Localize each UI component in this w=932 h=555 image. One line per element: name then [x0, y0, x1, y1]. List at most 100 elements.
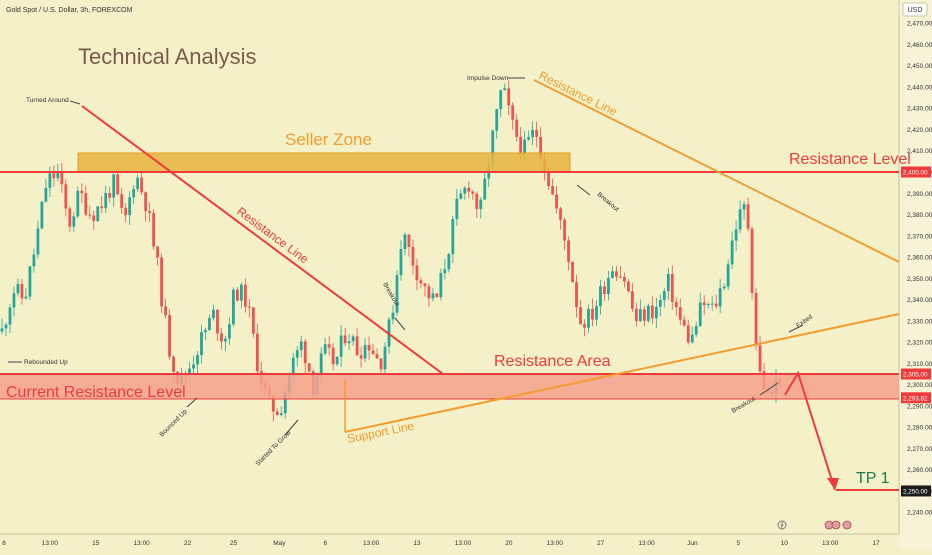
- candle-down: [630, 291, 634, 309]
- candle-down: [634, 308, 638, 322]
- price-tag-box: [901, 392, 931, 404]
- y-tick-label: 2,240.00: [907, 510, 932, 517]
- candle-down: [674, 301, 678, 308]
- candle-up: [463, 187, 467, 194]
- candle-down: [343, 335, 347, 344]
- current-resistance-level-label: Current Resistance Level: [6, 384, 186, 401]
- y-tick-label: 2,280.00: [907, 425, 932, 432]
- candle-up: [495, 109, 499, 131]
- candle-down: [124, 207, 128, 216]
- candle-up: [204, 330, 207, 333]
- candle-up: [451, 218, 455, 255]
- price-tag-label: 2,305.00: [903, 372, 928, 379]
- candle-up: [136, 177, 140, 190]
- x-tick-label: 13:00: [363, 540, 380, 547]
- candle-up: [599, 286, 602, 307]
- candle-up: [395, 275, 399, 313]
- candle-up: [595, 306, 598, 320]
- resistance-trendline-2: [533, 79, 900, 263]
- candle-up: [654, 306, 658, 319]
- candle-down: [571, 261, 574, 283]
- x-tick-label: 25: [230, 540, 238, 547]
- lightning-icon[interactable]: [777, 520, 787, 530]
- y-tick-label: 2,360.00: [907, 255, 932, 262]
- candle-up: [447, 254, 451, 270]
- candle-up: [40, 201, 44, 229]
- lightning-icon-bolt: [780, 521, 784, 529]
- y-tick-label: 2,370.00: [907, 233, 932, 240]
- price-tag-label: 2,293.82: [903, 395, 928, 402]
- candle-down: [650, 305, 654, 319]
- candle-down: [475, 193, 479, 210]
- candle-down: [583, 324, 586, 328]
- currency-label: USD: [908, 7, 923, 14]
- x-tick-label: 17: [872, 540, 880, 547]
- candle-down: [754, 292, 758, 346]
- candle-up: [200, 332, 203, 356]
- candle-up: [523, 139, 527, 154]
- candle-down: [714, 303, 718, 307]
- candle-up: [291, 357, 295, 376]
- y-tick-label: 2,310.00: [907, 361, 932, 368]
- chart-title: Technical Analysis: [78, 44, 257, 69]
- candle-down: [559, 208, 562, 220]
- candle-down: [255, 333, 259, 372]
- candle-up: [730, 240, 734, 265]
- candle-down: [407, 234, 411, 247]
- candle-up: [399, 248, 403, 276]
- candle-up: [0, 328, 4, 332]
- candle-down: [642, 309, 646, 321]
- candle-up: [491, 130, 495, 166]
- candle-down: [100, 206, 104, 209]
- candle-up: [299, 341, 303, 351]
- candle-down: [148, 211, 152, 214]
- candle-down: [327, 344, 331, 348]
- x-tick-label: 10: [781, 540, 789, 547]
- candle-down: [750, 228, 754, 293]
- x-tick-label: 5: [737, 540, 741, 547]
- candle-up: [638, 309, 642, 322]
- tp1-label: TP 1: [856, 470, 890, 487]
- y-tick-label: 2,420.00: [907, 127, 932, 134]
- time-axis[interactable]: 8 13:00 15 13:00 22 25 May 6 13:00 13 13:00 20 13:00…: [2, 540, 880, 547]
- candle-down: [467, 187, 471, 192]
- candle-up: [698, 302, 702, 327]
- breakout-2-arrow: [576, 184, 591, 196]
- candle-down: [411, 246, 415, 266]
- candle-down: [156, 246, 159, 258]
- x-tick-label: 13:00: [547, 540, 564, 547]
- candle-up: [36, 228, 40, 255]
- us-flag-icon-2[interactable]: [831, 520, 841, 530]
- y-tick-label: 2,460.00: [907, 42, 932, 49]
- candle-up: [72, 216, 76, 227]
- candle-up: [439, 273, 443, 298]
- y-tick-label: 2,290.00: [907, 403, 932, 410]
- y-tick-label: 2,300.00: [907, 382, 932, 389]
- candle-down: [623, 277, 626, 282]
- x-tick-label: 22: [184, 540, 192, 547]
- candle-down: [511, 105, 515, 120]
- candle-up: [192, 364, 195, 369]
- candle-up: [531, 129, 535, 138]
- candle-up: [455, 198, 459, 219]
- y-tick-label: 2,450.00: [907, 63, 932, 70]
- candle-up: [499, 90, 503, 110]
- candle-down: [379, 358, 383, 370]
- y-tick-label: 2,270.00: [907, 446, 932, 453]
- candle-up: [132, 189, 136, 198]
- candle-up: [24, 296, 28, 299]
- us-flag-icon-3[interactable]: [842, 520, 852, 530]
- candle-down: [591, 308, 594, 320]
- candle-down: [80, 190, 84, 194]
- candle-up: [96, 206, 100, 222]
- candle-up: [8, 307, 12, 325]
- candle-up: [483, 178, 487, 200]
- candle-down: [758, 345, 762, 372]
- candle-down: [235, 289, 239, 301]
- candle-down: [247, 306, 251, 308]
- candle-down: [539, 136, 543, 160]
- x-tick-label: 13:00: [822, 540, 839, 547]
- candle-up: [363, 344, 367, 359]
